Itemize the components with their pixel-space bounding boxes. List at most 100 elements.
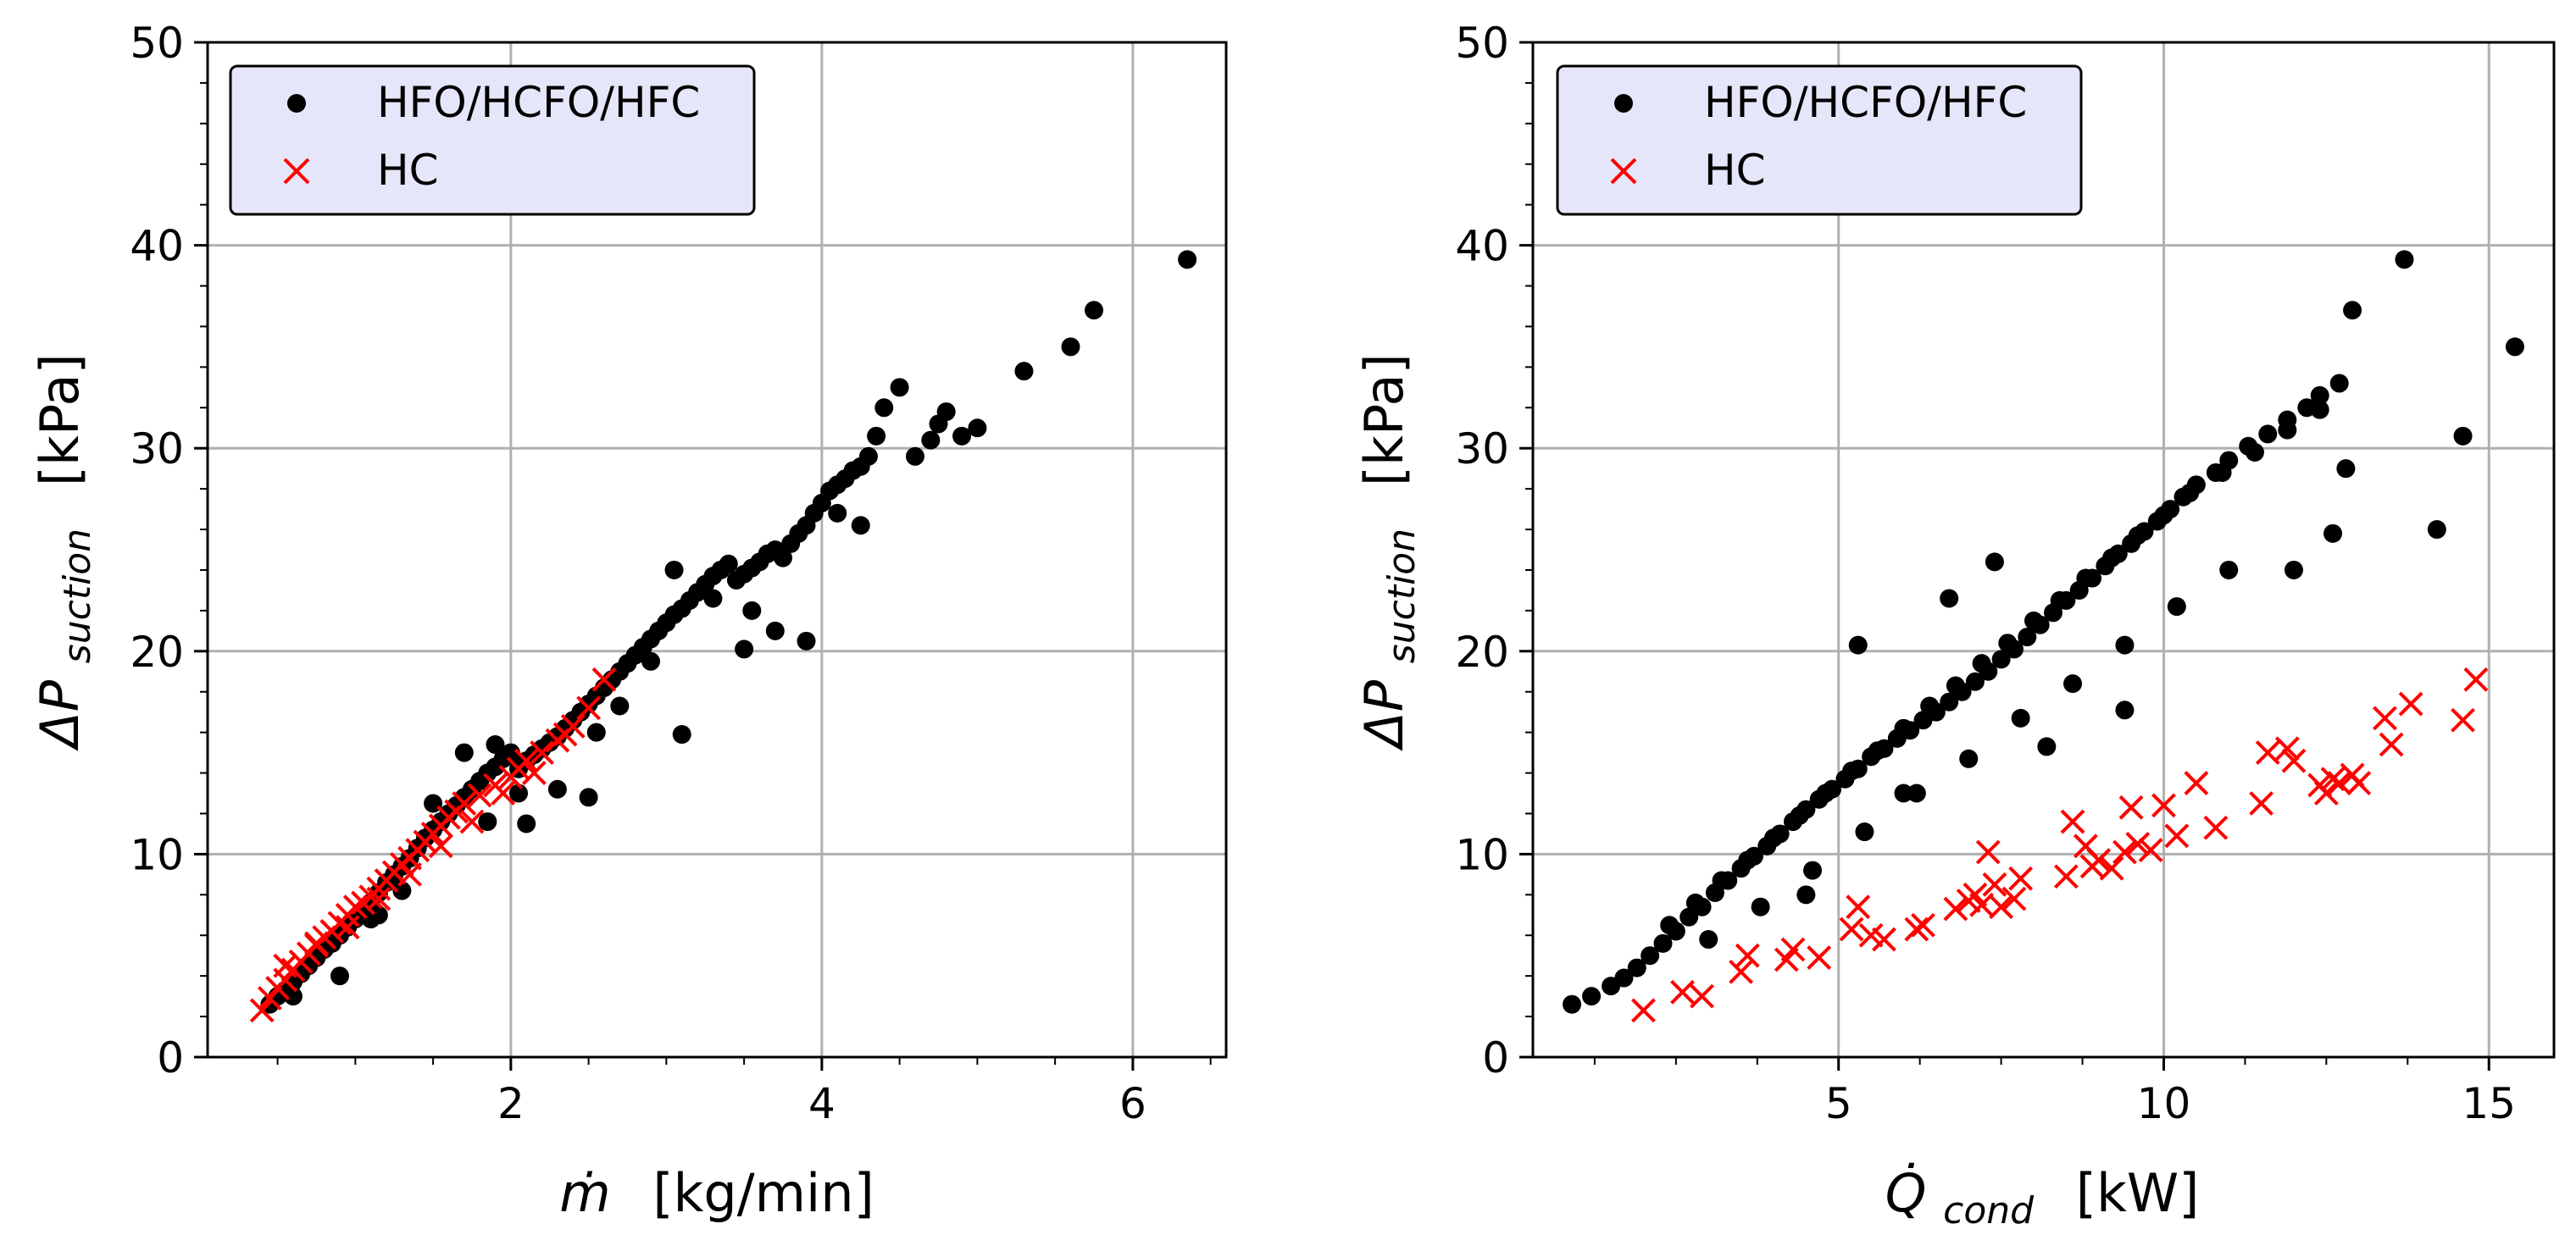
left-point-hc: [304, 931, 329, 956]
right-point-hfo: [1627, 958, 1646, 977]
left-chart-plot-frame: [206, 41, 1228, 1059]
right-x-tick-label: 5: [1825, 1079, 1852, 1128]
left-point-hfo: [454, 743, 474, 762]
left-x-axis-label: ṁ [kg/min]: [559, 1162, 874, 1224]
right-point-hfo: [1685, 893, 1705, 912]
right-point-hfo: [2453, 426, 2473, 446]
right-point-hfo: [1998, 634, 2018, 653]
left-point-hfo: [664, 560, 684, 579]
left-point-hfo: [921, 430, 941, 450]
right-point-hfo: [2063, 674, 2083, 694]
left-x-tick-label: 2: [497, 1079, 525, 1128]
left-point-hfo: [547, 779, 567, 799]
left-point-hfo: [874, 398, 894, 418]
right-point-hfo: [1946, 676, 1965, 695]
right-point-hfo: [2167, 597, 2186, 617]
right-point-hfo: [1790, 806, 1809, 825]
right-point-hc: [2164, 823, 2190, 849]
right-point-hfo: [2284, 560, 2303, 579]
right-point-hfo: [1679, 907, 1699, 927]
right-point-hfo: [1894, 718, 1913, 738]
left-point-hc: [273, 953, 298, 978]
right-point-hc: [1729, 959, 1754, 984]
right-point-hfo: [1868, 741, 1887, 761]
right-point-hfo: [1848, 635, 1868, 655]
left-y-label-unit: [kPa]: [29, 353, 91, 486]
right-point-hc: [2086, 848, 2112, 873]
right-point-hfo: [1972, 654, 1991, 673]
left-point-hfo: [936, 402, 956, 422]
right-point-hfo: [2505, 337, 2524, 357]
left-point-hc: [335, 915, 360, 940]
right-chart-points: [1563, 250, 2524, 1023]
left-point-hc: [397, 861, 422, 887]
right-point-hc: [2451, 707, 2475, 733]
right-point-hc: [2398, 691, 2423, 717]
right-point-hfo: [1985, 552, 2004, 572]
left-point-hfo: [672, 725, 691, 745]
right-point-hfo: [2212, 462, 2232, 482]
right-point-hc: [1982, 872, 2007, 897]
right-point-hfo: [2154, 506, 2174, 525]
right-point-hc: [1631, 998, 1656, 1023]
left-point-hfo: [486, 735, 505, 755]
left-y-tick-label: 0: [157, 1033, 184, 1083]
right-point-hfo: [2258, 424, 2278, 444]
right-point-hfo: [2180, 483, 2200, 502]
right-point-hfo: [2323, 523, 2343, 543]
right-point-hc: [1670, 979, 1695, 1005]
right-point-hfo: [2018, 628, 2037, 647]
right-legend-box: [1556, 64, 2083, 216]
left-point-hc: [366, 886, 391, 911]
right-point-hc: [2274, 736, 2300, 761]
right-point-hfo: [1660, 916, 1679, 935]
right-point-hfo: [1653, 933, 1673, 953]
right-point-hfo: [2102, 548, 2122, 568]
right-point-hc: [2249, 791, 2274, 816]
left-point-hfo: [1014, 362, 1034, 381]
left-point-hfo: [610, 696, 630, 716]
right-point-hc: [1735, 943, 1760, 968]
right-point-hfo: [2343, 301, 2362, 320]
left-point-hfo: [586, 723, 606, 742]
right-point-hc: [1989, 894, 2014, 920]
right-point-hfo: [1751, 897, 1770, 916]
right-point-hc: [1780, 937, 1806, 962]
right-chart-panel: 5 10 15 0 10 20 30 40 50 HFO/HCFO/HFC HC Q̇ cond…: [1353, 19, 2556, 1236]
right-legend-marker-series2: [1610, 158, 1637, 185]
right-point-hc: [2008, 866, 2034, 891]
right-point-hc: [2151, 793, 2176, 818]
left-point-hfo: [517, 814, 536, 833]
right-point-hc: [2125, 832, 2151, 856]
left-point-hc: [491, 781, 516, 806]
left-point-hfo: [579, 788, 598, 807]
right-point-hfo: [1803, 861, 1823, 880]
right-y-tick-label: 20: [1455, 628, 1509, 677]
right-point-hfo: [2219, 560, 2239, 579]
left-point-hc: [514, 748, 539, 773]
right-point-hc: [2346, 771, 2372, 795]
right-point-hc: [1969, 892, 1995, 917]
right-point-hfo: [1796, 885, 1816, 905]
left-point-hc: [521, 761, 547, 785]
right-point-hfo: [2076, 568, 2096, 588]
left-y-tick-label: 40: [130, 222, 184, 271]
right-point-hc: [1846, 894, 1871, 920]
right-point-hc: [2060, 809, 2085, 834]
right-point-hfo: [2011, 708, 2030, 728]
left-point-hfo: [742, 601, 762, 620]
left-point-hc: [467, 783, 492, 808]
left-y-label-sub: suction: [56, 529, 99, 663]
right-point-hc: [2184, 771, 2209, 795]
right-point-hfo: [2310, 385, 2329, 405]
right-point-hfo: [1959, 749, 1979, 768]
left-point-hfo: [501, 743, 520, 762]
left-point-hfo: [1085, 301, 1104, 320]
right-point-hfo: [1894, 784, 1913, 803]
right-x-axis-label: Q̇ cond [kW]: [1885, 1162, 2200, 1236]
right-point-hc: [1911, 912, 1935, 938]
left-legend-label-series1: HFO/HCFO/HFC: [377, 78, 700, 127]
right-point-hfo: [1965, 672, 1985, 691]
right-y-axis-label: ΔP suction [kPa]: [1353, 353, 1427, 750]
